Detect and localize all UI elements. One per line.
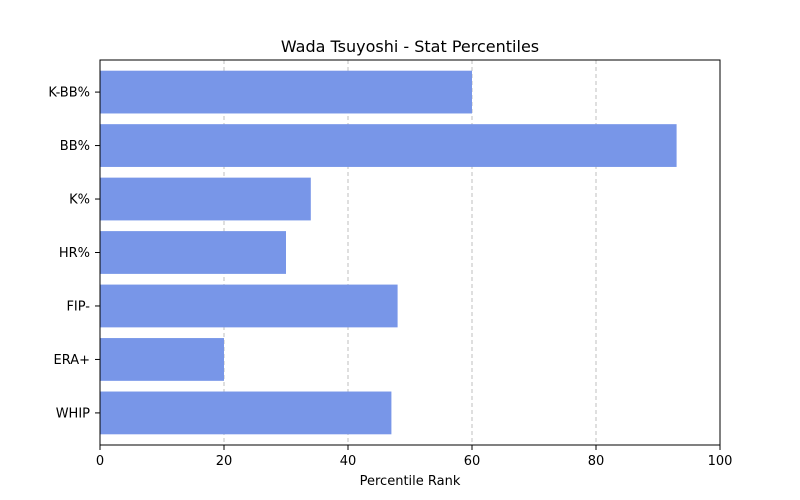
bar-k <box>100 177 311 221</box>
y-tick-label: WHIP <box>56 406 90 421</box>
y-axis-ticks: K-BB% BB% K% HR% FIP- ERA+ WHIP <box>48 86 100 421</box>
bar-fip <box>100 284 398 328</box>
y-tick-label: HR% <box>59 246 90 261</box>
y-tick-label: K-BB% <box>48 86 90 101</box>
bar-k-bb <box>100 70 472 114</box>
y-tick-label: ERA+ <box>53 353 90 368</box>
x-tick-label: 20 <box>216 454 233 469</box>
bars <box>100 70 677 435</box>
x-tick-label: 100 <box>708 454 733 469</box>
x-tick-label: 0 <box>96 454 104 469</box>
y-tick-label: FIP- <box>66 299 90 314</box>
bar-hr <box>100 231 286 274</box>
x-tick-label: 80 <box>588 454 605 469</box>
x-tick-label: 40 <box>340 454 357 469</box>
bar-whip <box>100 391 392 435</box>
x-tick-label: 60 <box>464 454 481 469</box>
x-axis-ticks: 0 20 40 60 80 100 <box>96 445 733 469</box>
bar-era <box>100 338 224 381</box>
x-axis-label: Percentile Rank <box>360 474 461 489</box>
chart-title: Wada Tsuyoshi - Stat Percentiles <box>281 37 539 56</box>
y-tick-label: K% <box>69 193 90 208</box>
bar-bb <box>100 124 677 167</box>
y-tick-label: BB% <box>60 139 90 154</box>
